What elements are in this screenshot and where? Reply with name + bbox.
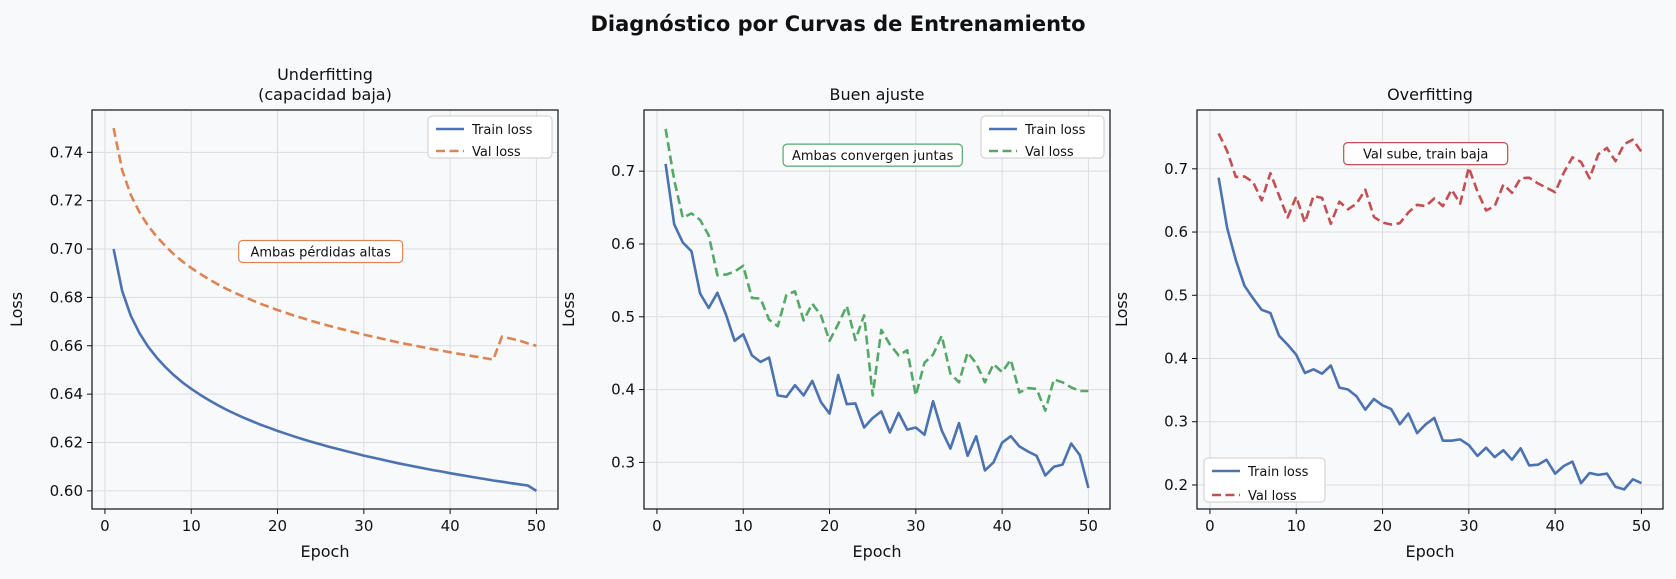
plot-area <box>1197 110 1663 509</box>
x-tick-label: 0 <box>652 517 662 535</box>
x-tick-label: 40 <box>993 517 1012 535</box>
y-tick-label: 0.4 <box>611 381 635 399</box>
y-tick-label: 0.72 <box>50 192 83 210</box>
y-axis-label: Loss <box>559 292 578 327</box>
x-tick-label: 40 <box>441 517 460 535</box>
y-tick-label: 0.7 <box>611 162 635 180</box>
y-tick-label: 0.68 <box>50 288 83 306</box>
annotation-box <box>782 143 963 167</box>
chart-panel-2: 0 10 20 30 40 50 0.3 0.4 0.5 0.6 0.7 Epoch Loss Buen … <box>559 85 1111 561</box>
legend: Train loss Val loss <box>427 115 553 160</box>
x-tick-label: 10 <box>182 517 201 535</box>
legend-label-train: Train loss <box>1247 465 1309 480</box>
annotation-text: Val sube, train baja <box>1363 148 1488 163</box>
annotation-text: Ambas convergen juntas <box>792 149 954 164</box>
series-line-val <box>664 128 1089 413</box>
y-tick-label: 0.62 <box>50 434 83 452</box>
series-line-val <box>1217 132 1643 226</box>
y-tick-label: 0.60 <box>50 482 83 500</box>
legend-box <box>1203 457 1326 503</box>
chart-panel-1: 0 10 20 30 40 50 0.60 0.62 0.64 0.66 0.68 0.70 0.72 0… <box>7 65 559 561</box>
y-tick-label: 0.64 <box>50 385 83 403</box>
y-tick-label: 0.66 <box>50 337 83 355</box>
annotation-box <box>238 239 404 264</box>
x-tick-label: 20 <box>268 517 287 535</box>
x-tick-label: 50 <box>1079 517 1098 535</box>
legend: Train loss Val loss <box>980 115 1105 160</box>
legend-label-train: Train loss <box>471 123 533 138</box>
x-tick-label: 10 <box>734 517 753 535</box>
x-axis-label: Epoch <box>1406 542 1455 561</box>
annotation-text: Ambas pérdidas altas <box>250 245 391 260</box>
axes-frame <box>91 109 559 510</box>
x-tick-label: 30 <box>1459 517 1478 535</box>
x-tick-label: 30 <box>906 517 925 535</box>
x-tick-label: 40 <box>1546 517 1565 535</box>
chart-title: (capacidad baja) <box>258 85 392 104</box>
y-tick-label: 0.5 <box>611 308 635 326</box>
y-tick-label: 0.3 <box>1164 413 1188 431</box>
series-line-val <box>112 127 537 361</box>
y-tick-label: 0.4 <box>1164 350 1188 368</box>
series-line-train <box>664 163 1090 489</box>
y-tick-label: 0.5 <box>1164 286 1188 304</box>
legend-label-train: Train loss <box>1024 123 1086 138</box>
legend-label-val: Val loss <box>1025 145 1074 160</box>
x-tick-label: 50 <box>527 517 546 535</box>
axes-frame <box>643 109 1111 510</box>
chart-panel-3: 0 10 20 30 40 50 0.2 0.3 0.4 0.5 0.6 0.7 Epoch Loss Ov… <box>1112 85 1664 561</box>
plot-area <box>644 110 1110 509</box>
x-axis-label: Epoch <box>853 542 902 561</box>
x-tick-label: 20 <box>1373 517 1392 535</box>
x-tick-label: 10 <box>1287 517 1306 535</box>
y-tick-label: 0.6 <box>1164 223 1188 241</box>
legend-label-val: Val loss <box>1248 489 1297 504</box>
axes-frame <box>1196 109 1664 510</box>
x-tick-label: 20 <box>820 517 839 535</box>
legend-box <box>980 115 1105 159</box>
y-tick-label: 0.74 <box>50 143 83 161</box>
chart-title: Overfitting <box>1387 85 1473 104</box>
series-line-train <box>1217 177 1642 491</box>
legend-label-val: Val loss <box>472 145 521 160</box>
chart-title: Buen ajuste <box>829 85 924 104</box>
series-line-train <box>112 248 538 493</box>
x-tick-label: 0 <box>1205 517 1215 535</box>
x-tick-label: 50 <box>1632 517 1651 535</box>
y-axis-label: Loss <box>1112 292 1131 327</box>
y-axis-label: Loss <box>7 292 26 327</box>
chart-panels: 0 10 20 30 40 500.600.620.640.660.680.700.720… <box>7 65 1664 561</box>
y-tick-label: 0.6 <box>611 235 635 253</box>
chart-title: Underfitting <box>277 65 373 84</box>
annotation-box <box>1343 142 1509 166</box>
figure-title: Diagnóstico por Curvas de Entrenamiento <box>590 12 1085 36</box>
plot-area <box>92 110 558 509</box>
y-tick-label: 0.7 <box>1164 160 1188 178</box>
legend-box <box>427 115 553 159</box>
y-tick-label: 0.2 <box>1164 476 1188 494</box>
x-tick-label: 0 <box>100 517 110 535</box>
legend: Train loss Val loss <box>1203 457 1326 504</box>
y-tick-label: 0.70 <box>50 240 83 258</box>
x-axis-label: Epoch <box>301 542 350 561</box>
x-tick-label: 30 <box>354 517 373 535</box>
y-tick-label: 0.3 <box>611 453 635 471</box>
